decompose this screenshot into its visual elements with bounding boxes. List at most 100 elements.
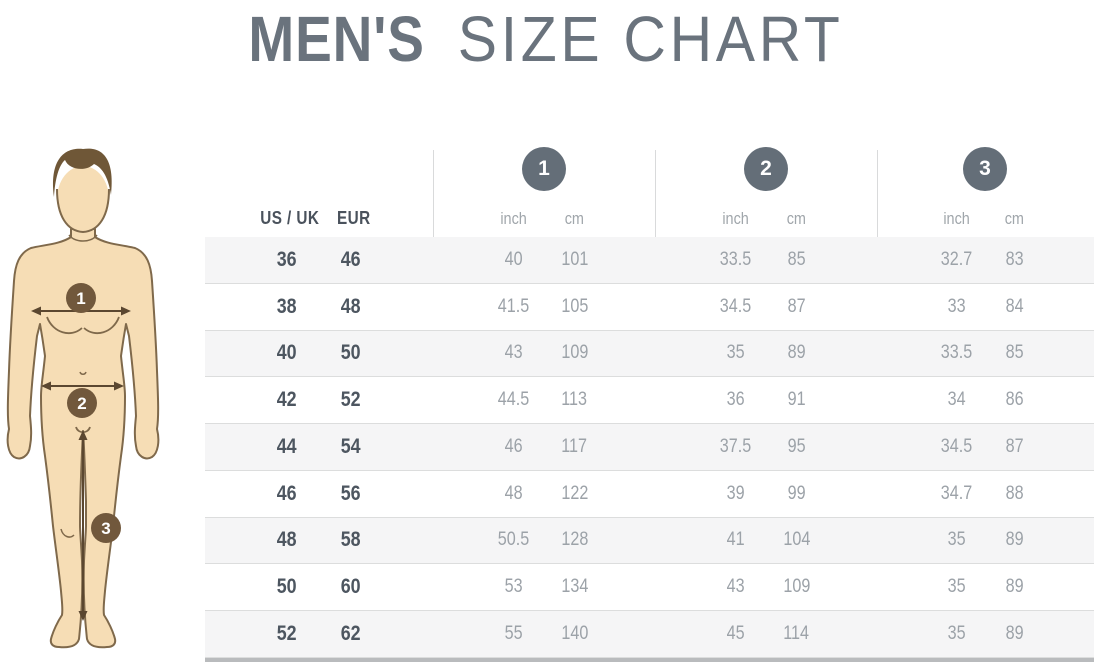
m1-cm: 122 — [561, 482, 588, 504]
eur-size: 48 — [341, 294, 361, 318]
us-uk-size: 48 — [277, 528, 297, 552]
m1-inch: 40 — [504, 248, 523, 270]
m1-cm: 117 — [561, 435, 588, 457]
m2-cm: 114 — [783, 623, 810, 644]
m2-cm: 89 — [787, 342, 806, 364]
m3-inch: 33 — [947, 295, 966, 317]
m3-inch: 33.5 — [940, 342, 972, 364]
m2-cm: 104 — [783, 529, 810, 551]
table-row: 42 52 44.5 113 36 91 34 86 — [205, 377, 1094, 425]
eur-size: 56 — [341, 481, 361, 505]
inch-header: inch — [722, 208, 749, 228]
cm-header: cm — [786, 208, 807, 228]
m1-inch: 44.5 — [497, 389, 530, 411]
m1-cm: 113 — [561, 389, 588, 411]
table-bottom-border — [205, 658, 1094, 662]
knee-lines — [60, 528, 75, 538]
m1-inch: 48 — [504, 482, 523, 504]
m3-cm: 86 — [1005, 389, 1024, 411]
m1-cm: 101 — [561, 248, 588, 270]
table-row: 44 54 46 117 37.5 95 34.5 87 — [205, 424, 1094, 471]
m2-inch: 37.5 — [719, 435, 752, 457]
m2-cm: 85 — [787, 248, 806, 270]
chest-lines — [46, 316, 120, 335]
m1-inch: 41.5 — [497, 295, 530, 317]
table-header-row: US / UK EUR inch cm inch cm inch cm — [205, 200, 1094, 237]
m2-inch: 35 — [726, 342, 745, 364]
inseam-marker-number: 3 — [101, 519, 110, 538]
face — [57, 166, 109, 232]
table-row: 50 60 53 134 43 109 35 89 — [205, 564, 1094, 612]
m3-cm: 87 — [1005, 435, 1024, 457]
measure-2-header-section: inch cm — [655, 200, 877, 237]
cm-header: cm — [564, 208, 585, 228]
m1-inch: 53 — [504, 576, 523, 598]
m3-inch: 35 — [947, 529, 966, 551]
measure-1-header-section: inch cm — [433, 200, 655, 237]
measure-2-badge: 2 — [744, 147, 788, 191]
waist-arrow — [41, 381, 124, 391]
waist-marker: 2 — [67, 388, 97, 418]
m3-cm: 83 — [1005, 248, 1024, 270]
m1-inch: 55 — [504, 623, 523, 644]
m1-cm: 128 — [561, 529, 588, 551]
m3-inch: 35 — [947, 623, 966, 644]
table-row: 46 56 48 122 39 99 34.7 88 — [205, 470, 1094, 518]
m3-cm: 89 — [1005, 576, 1024, 598]
m3-cm: 89 — [1005, 623, 1024, 644]
us-uk-size: 44 — [277, 434, 297, 458]
m2-cm: 87 — [787, 295, 806, 317]
table-row: 36 46 40 101 33.5 85 32.7 83 — [205, 237, 1094, 284]
m3-inch: 34.7 — [940, 482, 972, 504]
us-uk-size: 50 — [277, 575, 297, 599]
table-body: 36 46 40 101 33.5 85 32.7 83 38 48 41.5 105 34… — [205, 237, 1094, 658]
table-row: 38 48 41.5 105 34.5 87 33 84 — [205, 283, 1094, 331]
m2-inch: 43 — [726, 576, 745, 598]
m2-inch: 36 — [726, 389, 745, 411]
navel-line — [79, 371, 87, 375]
m3-inch: 35 — [947, 576, 966, 598]
us-uk-size: 52 — [277, 622, 297, 645]
inch-header: inch — [500, 208, 527, 228]
eur-size: 60 — [341, 575, 361, 599]
eur-size: 50 — [341, 341, 361, 365]
us-uk-size: 46 — [277, 481, 297, 505]
male-body-figure: 1 2 3 — [3, 140, 165, 652]
m1-cm: 105 — [561, 295, 588, 317]
m1-cm: 134 — [561, 576, 588, 598]
m1-inch: 46 — [504, 435, 523, 457]
male-body-illustration: 1 2 3 — [6, 148, 160, 649]
table-row: 48 58 50.5 128 41 104 35 89 — [205, 517, 1094, 565]
table-row: 52 62 55 140 45 114 35 89 — [205, 611, 1094, 658]
m2-inch: 45 — [726, 623, 745, 644]
eur-size: 62 — [341, 622, 361, 645]
table-row: 40 50 43 109 35 89 33.5 85 — [205, 330, 1094, 378]
measure-3-badge: 3 — [963, 147, 1007, 191]
inseam-marker: 3 — [91, 513, 121, 543]
jaw-outline — [56, 188, 110, 234]
eur-size: 46 — [341, 247, 361, 271]
m3-cm: 85 — [1005, 342, 1024, 364]
measure-3-header-section: inch cm — [877, 200, 1094, 237]
chest-marker: 1 — [66, 283, 96, 313]
neck-line — [68, 234, 98, 242]
size-table: 1 2 3 US / UK EUR inch cm inch cm inch c… — [205, 140, 1094, 662]
m2-cm: 91 — [787, 389, 806, 411]
m3-inch: 32.7 — [940, 248, 972, 270]
m3-cm: 84 — [1005, 295, 1024, 317]
m3-inch: 34.5 — [940, 435, 972, 457]
hair — [53, 148, 112, 197]
us-uk-size: 42 — [277, 388, 297, 412]
eur-size: 52 — [341, 388, 361, 412]
size-header-section: US / UK EUR — [205, 200, 433, 237]
page-title: MEN'S SIZE CHART — [0, 2, 1094, 76]
waist-marker-number: 2 — [77, 394, 86, 413]
inch-header: inch — [942, 208, 970, 228]
m1-cm: 140 — [561, 623, 588, 644]
m3-cm: 88 — [1005, 482, 1024, 504]
us-uk-header: US / UK — [260, 208, 320, 228]
us-uk-size: 40 — [277, 341, 297, 365]
eur-size: 58 — [341, 528, 361, 552]
title-light: SIZE CHART — [457, 3, 844, 75]
us-uk-size: 36 — [277, 247, 297, 271]
